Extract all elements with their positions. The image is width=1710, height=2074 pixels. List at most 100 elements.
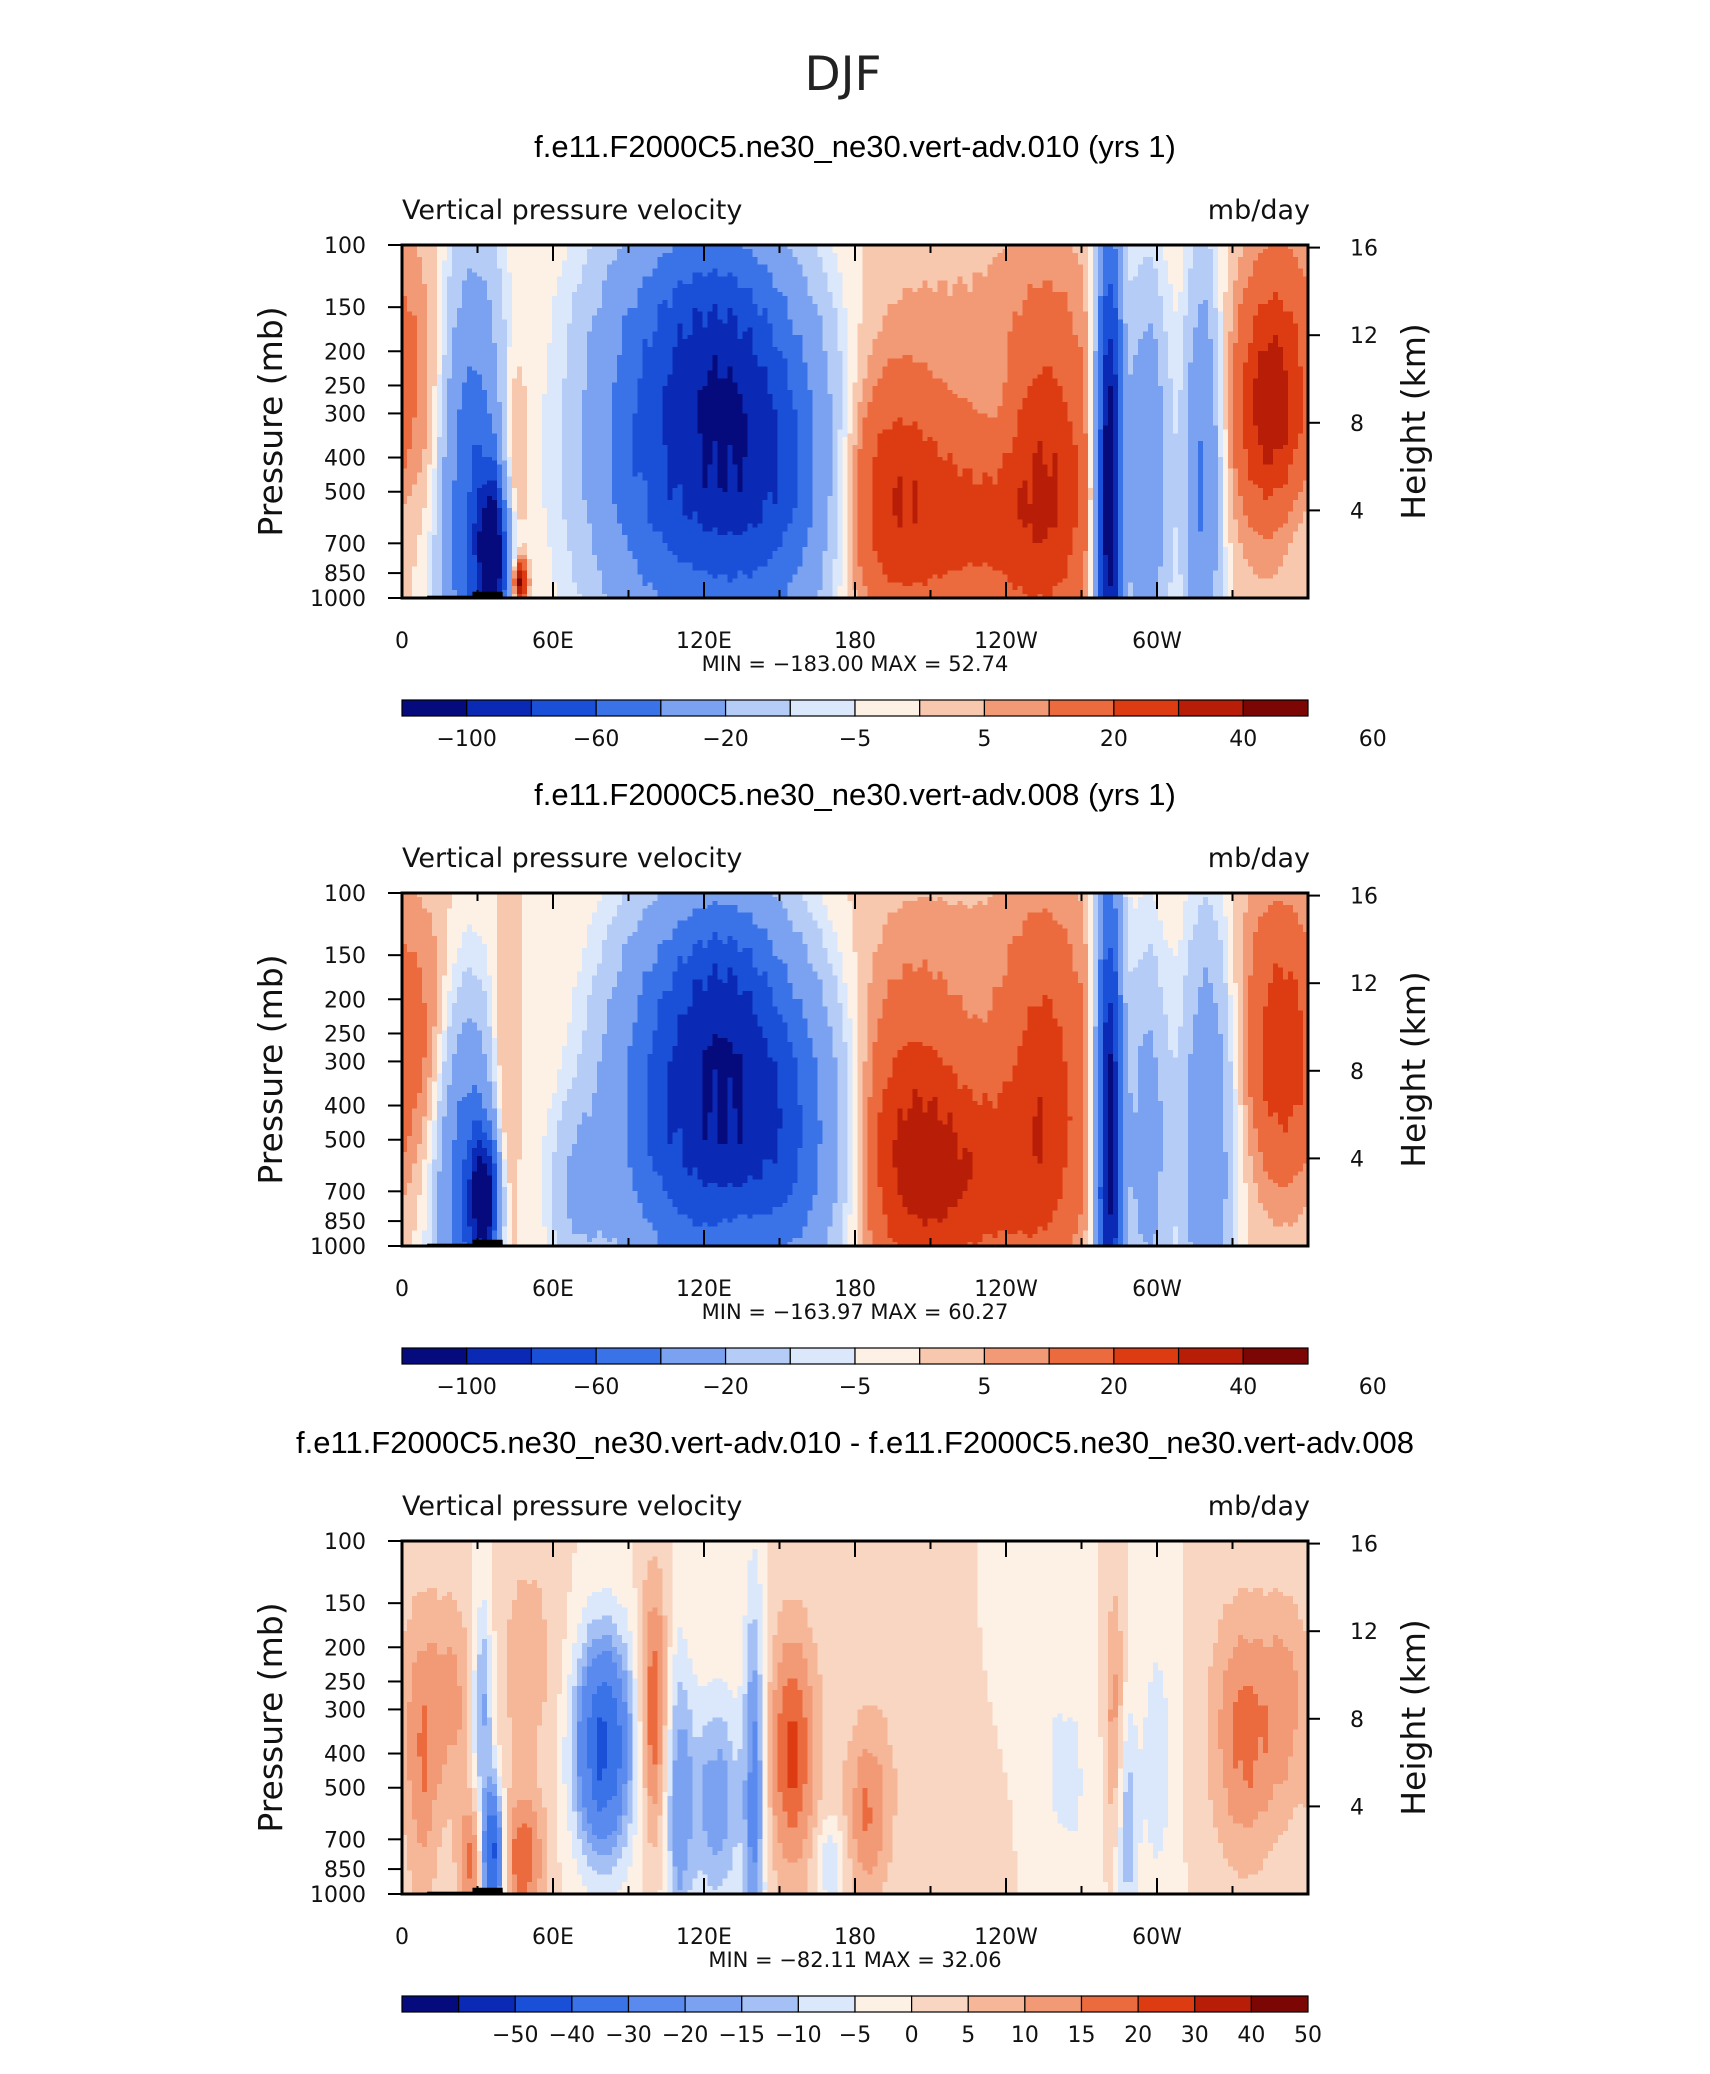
field-cell <box>1137 904 1159 910</box>
field-cell <box>842 413 849 419</box>
field-cell <box>1097 547 1104 552</box>
field-cell <box>1167 358 1184 364</box>
field-cell <box>737 480 743 485</box>
field-cell <box>1137 268 1159 274</box>
field-cell <box>1087 343 1094 348</box>
field-cell <box>842 299 864 305</box>
field-cell <box>1167 590 1184 595</box>
field-cell <box>1097 319 1104 325</box>
field-cell <box>1242 370 1259 376</box>
field-cell <box>497 350 508 356</box>
field-cell <box>417 543 428 548</box>
field-cell <box>727 452 733 458</box>
field-cell <box>452 354 498 360</box>
field-cell <box>1222 370 1229 376</box>
field-cell <box>1017 515 1059 521</box>
field-cell <box>1187 421 1214 427</box>
field-cell <box>402 382 418 387</box>
field-cell <box>1287 515 1304 521</box>
field-cell <box>1282 562 1309 568</box>
field-cell <box>732 370 768 376</box>
field-cell <box>527 386 548 391</box>
field-cell <box>1102 452 1114 458</box>
field-cell <box>1217 539 1224 544</box>
field-cell <box>562 437 583 442</box>
field-cell <box>487 288 503 293</box>
field-cell <box>597 307 628 313</box>
field-cell <box>1207 315 1219 321</box>
field-cell <box>432 547 443 552</box>
field-cell <box>542 429 563 434</box>
field-cell <box>872 543 1074 548</box>
field-cell <box>532 558 553 564</box>
field-cell <box>1302 370 1309 376</box>
field-cell <box>1232 417 1244 423</box>
field-cell <box>1122 378 1159 383</box>
field-cell <box>502 582 508 587</box>
field-cell <box>557 280 583 285</box>
field-cell <box>1172 562 1179 568</box>
field-cell <box>1122 339 1129 344</box>
field-cell <box>522 570 528 576</box>
field-cell <box>1012 448 1039 454</box>
field-cell <box>877 554 1069 560</box>
field-cell <box>1087 374 1094 379</box>
field-cell <box>457 445 473 450</box>
field-cell <box>437 484 443 489</box>
field-cell <box>1232 405 1244 411</box>
field-cell <box>797 499 814 505</box>
field-cell <box>847 476 854 481</box>
field-cell <box>1202 519 1219 525</box>
field-cell <box>692 319 703 325</box>
field-cell <box>1107 390 1114 395</box>
field-cell <box>672 299 753 305</box>
field-cell <box>702 448 713 454</box>
field-cell <box>437 362 443 368</box>
field-cell <box>702 523 748 528</box>
field-cell <box>792 578 824 583</box>
field-cell <box>1252 315 1294 321</box>
field-cell <box>447 397 463 403</box>
field-cell <box>722 488 728 493</box>
field-cell <box>672 358 713 364</box>
field-cell <box>512 386 528 391</box>
field-cell <box>672 288 753 293</box>
field-cell <box>442 511 453 517</box>
field-cell <box>1222 527 1229 532</box>
field-cell <box>767 374 789 379</box>
field-cell <box>1257 437 1289 442</box>
field-cell <box>402 531 423 536</box>
field-cell <box>1067 570 1084 576</box>
field-cell <box>1227 582 1234 587</box>
field-cell <box>482 386 498 391</box>
field-cell <box>1037 448 1044 454</box>
field-cell <box>1032 527 1049 532</box>
field-cell <box>1222 445 1229 450</box>
field-cell <box>1082 390 1089 395</box>
field-cell <box>512 511 518 517</box>
field-cell <box>947 284 954 289</box>
field-cell <box>442 382 448 387</box>
field-cell <box>1092 256 1099 262</box>
field-cell <box>1302 488 1309 493</box>
field-cell <box>1177 429 1189 434</box>
field-cell <box>1187 503 1199 509</box>
field-cell <box>452 503 468 509</box>
field-cell <box>712 448 718 454</box>
field-cell <box>1067 558 1084 564</box>
field-cell <box>447 386 463 391</box>
field-cell <box>402 276 423 281</box>
field-cell <box>852 390 864 395</box>
field-cell <box>1247 456 1264 462</box>
field-cell <box>862 570 884 576</box>
field-cell <box>1217 272 1229 277</box>
field-cell <box>517 515 528 521</box>
field-cell <box>547 515 563 521</box>
field-cell <box>642 350 673 356</box>
field-cell <box>1097 460 1104 466</box>
field-cell <box>1292 252 1309 258</box>
field-cell <box>997 480 1024 485</box>
field-cell <box>1097 311 1104 317</box>
field-cell <box>1092 295 1099 301</box>
field-cell <box>512 397 528 403</box>
